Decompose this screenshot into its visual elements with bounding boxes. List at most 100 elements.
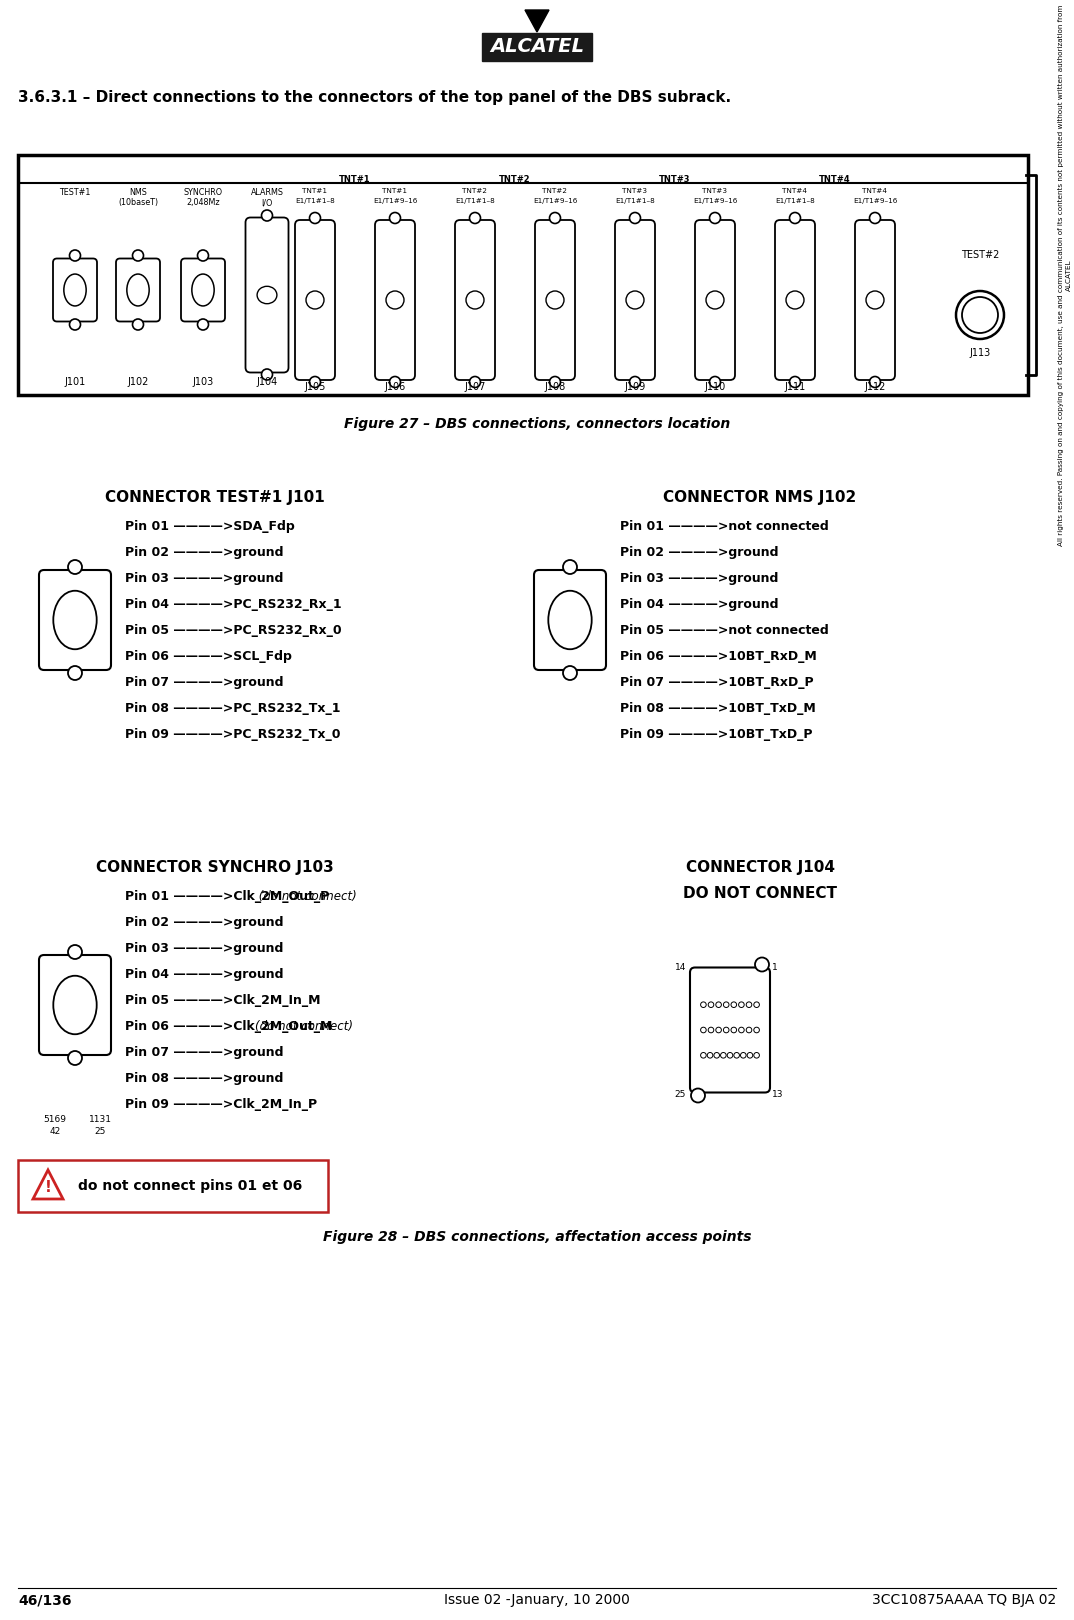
- Text: Figure 28 – DBS connections, affectation access points: Figure 28 – DBS connections, affectation…: [323, 1230, 751, 1244]
- Circle shape: [309, 212, 320, 224]
- Circle shape: [956, 292, 1004, 339]
- Circle shape: [789, 212, 800, 224]
- FancyBboxPatch shape: [39, 570, 111, 671]
- Text: J107: J107: [464, 382, 485, 392]
- Text: TNT#4: TNT#4: [783, 188, 808, 194]
- Text: CONNECTOR J104: CONNECTOR J104: [685, 860, 834, 875]
- Text: J104: J104: [257, 377, 277, 387]
- Ellipse shape: [54, 591, 97, 650]
- Circle shape: [870, 376, 881, 387]
- Circle shape: [550, 376, 561, 387]
- Text: TEST#2: TEST#2: [961, 249, 999, 259]
- Circle shape: [629, 376, 640, 387]
- Circle shape: [734, 1053, 740, 1058]
- Circle shape: [724, 1027, 729, 1034]
- Text: J102: J102: [128, 377, 148, 387]
- Circle shape: [731, 1001, 737, 1008]
- Circle shape: [962, 296, 998, 334]
- FancyBboxPatch shape: [690, 967, 770, 1092]
- Text: Pin 06 ————>SCL_Fdp: Pin 06 ————>SCL_Fdp: [125, 650, 292, 663]
- Circle shape: [691, 1089, 705, 1103]
- Text: Pin 01 ————>not connected: Pin 01 ————>not connected: [620, 520, 829, 533]
- Circle shape: [739, 1001, 744, 1008]
- Text: Pin 09 ————>10BT_TxD_P: Pin 09 ————>10BT_TxD_P: [620, 727, 813, 740]
- Circle shape: [727, 1053, 732, 1058]
- Text: Pin 02 ————>ground: Pin 02 ————>ground: [125, 546, 284, 559]
- Polygon shape: [33, 1170, 63, 1199]
- Circle shape: [746, 1001, 752, 1008]
- Text: TNT#4: TNT#4: [819, 175, 851, 185]
- Circle shape: [740, 1053, 746, 1058]
- Ellipse shape: [306, 292, 324, 309]
- Text: E1/T1#9–16: E1/T1#9–16: [533, 198, 577, 204]
- Text: !: !: [44, 1181, 52, 1196]
- FancyBboxPatch shape: [246, 217, 289, 373]
- Circle shape: [731, 1027, 737, 1034]
- Circle shape: [68, 944, 82, 959]
- Circle shape: [708, 1001, 714, 1008]
- Ellipse shape: [54, 975, 97, 1034]
- Text: Issue 02 -January, 10 2000: Issue 02 -January, 10 2000: [444, 1592, 630, 1607]
- Circle shape: [309, 376, 320, 387]
- Circle shape: [563, 561, 577, 573]
- Text: 42: 42: [49, 1128, 60, 1136]
- Text: Pin 03 ————>ground: Pin 03 ————>ground: [125, 572, 284, 585]
- Text: Pin 09 ————>PC_RS232_Tx_0: Pin 09 ————>PC_RS232_Tx_0: [125, 727, 340, 740]
- Circle shape: [870, 212, 881, 224]
- Circle shape: [261, 369, 273, 381]
- Text: TNT#1: TNT#1: [382, 188, 407, 194]
- Text: TNT#1: TNT#1: [303, 188, 328, 194]
- Circle shape: [261, 211, 273, 220]
- Text: SYNCHRO
2,048Mz: SYNCHRO 2,048Mz: [184, 188, 222, 207]
- FancyBboxPatch shape: [855, 220, 895, 381]
- Circle shape: [390, 376, 401, 387]
- Text: Pin 03 ————>ground: Pin 03 ————>ground: [125, 941, 284, 956]
- Ellipse shape: [626, 292, 644, 309]
- Text: 14: 14: [674, 962, 686, 972]
- Text: TNT#4: TNT#4: [862, 188, 887, 194]
- Circle shape: [700, 1053, 707, 1058]
- Ellipse shape: [63, 274, 86, 306]
- Ellipse shape: [466, 292, 484, 309]
- Circle shape: [755, 957, 769, 972]
- Text: Pin 04 ————>ground: Pin 04 ————>ground: [125, 969, 284, 982]
- Text: CONNECTOR NMS J102: CONNECTOR NMS J102: [664, 489, 857, 505]
- Text: Pin 03 ————>ground: Pin 03 ————>ground: [620, 572, 779, 585]
- Circle shape: [721, 1053, 726, 1058]
- Ellipse shape: [549, 591, 592, 650]
- Circle shape: [714, 1053, 720, 1058]
- FancyBboxPatch shape: [182, 259, 224, 321]
- Text: Pin 07 ————>10BT_RxD_P: Pin 07 ————>10BT_RxD_P: [620, 676, 814, 688]
- FancyBboxPatch shape: [39, 956, 111, 1055]
- FancyBboxPatch shape: [116, 259, 160, 321]
- Text: Pin 05 ————>not connected: Pin 05 ————>not connected: [620, 624, 829, 637]
- Text: E1/T1#1–8: E1/T1#1–8: [775, 198, 815, 204]
- Text: Pin 02 ————>ground: Pin 02 ————>ground: [620, 546, 779, 559]
- Text: E1/T1#1–8: E1/T1#1–8: [455, 198, 495, 204]
- FancyBboxPatch shape: [295, 220, 335, 381]
- Text: E1/T1#9–16: E1/T1#9–16: [853, 198, 897, 204]
- Circle shape: [746, 1027, 752, 1034]
- Text: J112: J112: [865, 382, 886, 392]
- Text: Pin 01 ————>Clk_2M_Out_P: Pin 01 ————>Clk_2M_Out_P: [125, 889, 330, 902]
- Circle shape: [469, 212, 480, 224]
- FancyBboxPatch shape: [535, 220, 575, 381]
- Text: Pin 06 ————>Clk_2M_Out_M: Pin 06 ————>Clk_2M_Out_M: [125, 1021, 332, 1034]
- FancyBboxPatch shape: [53, 259, 97, 321]
- Text: Figure 27 – DBS connections, connectors location: Figure 27 – DBS connections, connectors …: [344, 416, 730, 431]
- Circle shape: [629, 212, 640, 224]
- Text: 3CC10875AAAA TQ BJA 02: 3CC10875AAAA TQ BJA 02: [872, 1592, 1056, 1607]
- Text: J113: J113: [970, 348, 990, 358]
- Circle shape: [550, 212, 561, 224]
- FancyBboxPatch shape: [775, 220, 815, 381]
- Circle shape: [754, 1053, 759, 1058]
- Text: J111: J111: [784, 382, 806, 392]
- FancyBboxPatch shape: [615, 220, 655, 381]
- Text: 1131: 1131: [88, 1115, 112, 1124]
- Circle shape: [700, 1027, 707, 1034]
- Text: 25: 25: [674, 1090, 686, 1098]
- Ellipse shape: [786, 292, 804, 309]
- FancyBboxPatch shape: [375, 220, 415, 381]
- Text: CONNECTOR SYNCHRO J103: CONNECTOR SYNCHRO J103: [97, 860, 334, 875]
- Text: 3.6.3.1 – Direct connections to the connectors of the top panel of the DBS subra: 3.6.3.1 – Direct connections to the conn…: [18, 91, 731, 105]
